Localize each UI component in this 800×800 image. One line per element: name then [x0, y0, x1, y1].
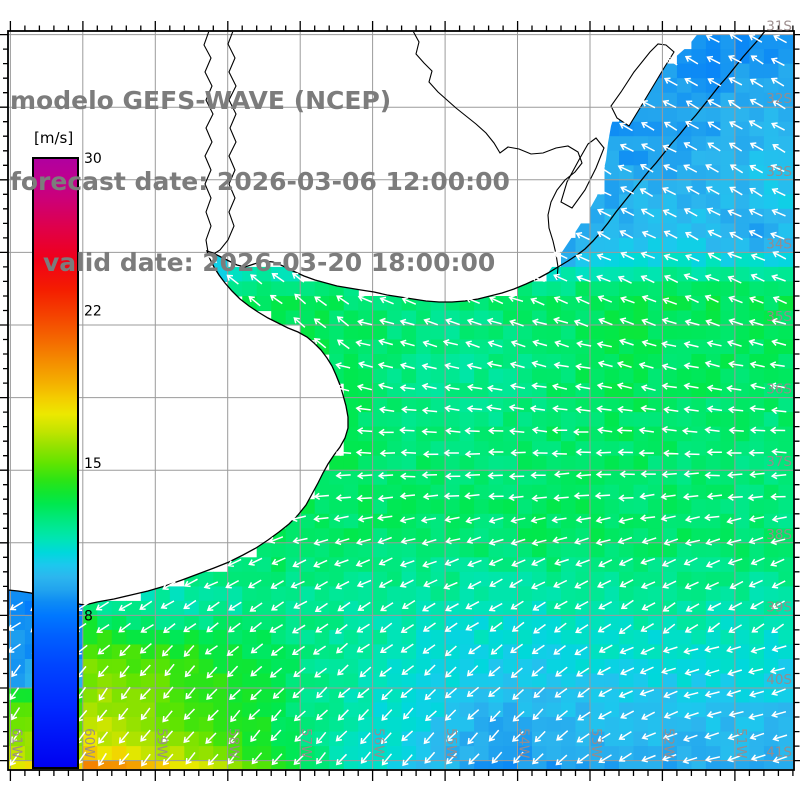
lon-label: 55W [443, 728, 459, 759]
lat-label: 39S [766, 599, 792, 615]
lon-label: 59W [153, 728, 169, 759]
lon-label: 51W [733, 728, 749, 759]
colorbar-tick-label: 15 [84, 456, 102, 472]
lat-label: 35S [766, 309, 792, 325]
colorbar-unit-label: [m/s] [34, 129, 74, 147]
lat-label: 34S [766, 236, 792, 252]
grid-lines [8, 31, 794, 770]
lat-label: 40S [766, 672, 792, 688]
forecast-date: forecast date: 2026-03-06 12:00:00 [10, 167, 510, 196]
lon-label: 61W [8, 728, 24, 759]
lon-label: 53W [588, 728, 604, 759]
wind-arrows [8, 33, 788, 767]
axis-ticks [0, 21, 800, 781]
lat-label: 41S [766, 745, 792, 761]
river-line [211, 31, 237, 256]
lon-label: 57W [298, 728, 314, 759]
lon-label: 52W [660, 728, 676, 759]
lat-label: 36S [766, 382, 792, 398]
lon-label: 58W [226, 728, 242, 759]
lat-label: 33S [766, 164, 792, 180]
lat-label: 31S [766, 19, 792, 35]
colorbar-gradient [32, 157, 79, 769]
lat-label: 38S [766, 527, 792, 543]
lat-label: 37S [766, 454, 792, 470]
lon-label: 54W [516, 728, 532, 759]
lagoons [560, 43, 675, 209]
colorbar-tick-label: 22 [84, 304, 102, 320]
land-fill [8, 31, 700, 605]
lon-label: 60W [81, 728, 97, 759]
map-area [8, 31, 794, 770]
coastline [8, 31, 766, 606]
valid-date: valid date: 2026-03-20 18:00:00 [43, 248, 496, 277]
model-title: modelo GEFS-WAVE (NCEP) [10, 86, 392, 115]
title-block: modelo GEFS-WAVE (NCEP) forecast date: 2… [10, 33, 510, 330]
colorbar-tick-label: 30 [84, 151, 102, 167]
lon-label: 56W [371, 728, 387, 759]
lagoon-outline [610, 43, 675, 127]
geo-labels: 31S 32S 33S 34S 35S 36S 37S 38S 39S 40S 41S 61W 60W 5… [8, 19, 792, 761]
colorbar-tick-label: 8 [84, 609, 93, 625]
river-line [203, 31, 214, 253]
colorbar: 30 22 15 8 [32, 151, 102, 769]
country-border [412, 31, 583, 280]
lagoon-outline [560, 137, 605, 209]
lat-label: 32S [766, 91, 792, 107]
